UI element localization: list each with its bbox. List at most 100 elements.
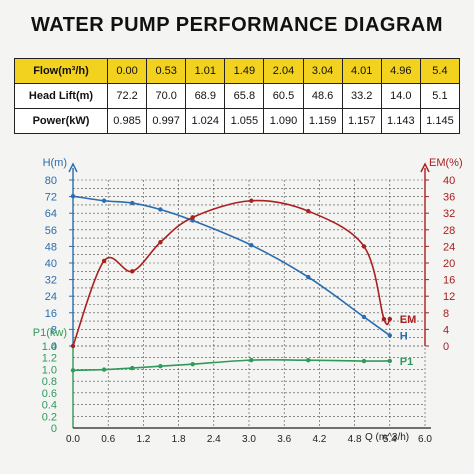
data-point-h	[387, 333, 392, 338]
data-point-p1	[387, 358, 392, 364]
x-tick-label: 4.8	[348, 434, 362, 445]
em-tick-label: 16	[443, 275, 455, 287]
p1-tick-label: 1.2	[42, 353, 57, 365]
power-label: Power(kW)	[14, 108, 108, 134]
data-point-h	[130, 200, 135, 206]
p1-axis-label: P1(kw)	[33, 327, 67, 339]
power-row: Power(kW) 0.985 0.997 1.024 1.055 1.090 …	[14, 108, 461, 134]
data-point-p1	[70, 368, 76, 373]
em-tick-label: 28	[443, 225, 455, 237]
data-point-em	[387, 316, 392, 322]
p1-tick-label: 0.6	[42, 388, 57, 400]
p1-tick-label: 1.0	[42, 364, 57, 376]
data-point-p1	[190, 361, 195, 367]
power-cell: 1.090	[263, 108, 304, 134]
h-tick-label: 48	[45, 241, 57, 253]
p1-tick-label: 0.8	[42, 376, 57, 388]
data-point-p1	[306, 358, 311, 363]
data-point-h	[70, 193, 76, 199]
h-tick-label: 40	[45, 258, 57, 270]
power-cell: 0.997	[146, 108, 187, 134]
em-tick-label: 32	[443, 208, 455, 220]
head-cell: 60.5	[263, 83, 304, 109]
head-cell: 70.0	[146, 83, 187, 109]
h-tick-label: 24	[45, 291, 57, 303]
h-tick-label: 0	[51, 341, 57, 353]
head-cell: 5.1	[419, 83, 461, 109]
data-point-em	[130, 269, 135, 274]
h-axis-arrow	[68, 162, 78, 173]
data-point-h	[101, 198, 107, 203]
head-lift-label: Head Lift(m)	[14, 83, 108, 109]
series-line-p1	[72, 359, 390, 372]
head-lift-row: Head Lift(m) 72.2 70.0 68.9 65.8 60.5 48…	[14, 83, 461, 109]
p1-tick-label: 0.2	[42, 411, 57, 423]
table-header-row: Flow(m³/h) 0.00 0.53 1.01 1.49 2.04 3.04…	[14, 58, 461, 84]
x-tick-label: 3.6	[277, 434, 291, 445]
flow-cell: 0.00	[106, 58, 148, 84]
p1-tick-label: 0.4	[42, 400, 57, 412]
head-cell: 14.0	[380, 83, 421, 109]
em-tick-label: 4	[443, 324, 449, 336]
h-tick-label: 80	[45, 175, 57, 187]
data-point-h	[361, 314, 367, 320]
em-tick-label: 24	[443, 241, 455, 253]
power-cell: 1.159	[302, 108, 343, 134]
data-point-p1	[130, 365, 135, 371]
x-tick-label: 4.2	[312, 434, 326, 445]
h-tick-label: 16	[45, 308, 57, 320]
h-axis-label: H(m)	[43, 157, 67, 169]
h-tick-label: 32	[45, 275, 57, 287]
x-tick-label: 5.4	[383, 434, 397, 445]
x-tick-label: 1.8	[172, 434, 186, 445]
data-point-em	[381, 316, 387, 322]
x-tick-label: 6.0	[418, 434, 432, 445]
data-point-h	[306, 274, 311, 280]
data-point-p1	[361, 358, 367, 364]
data-point-em	[70, 343, 76, 349]
flow-cell: 0.53	[146, 58, 187, 84]
em-axis-arrow	[420, 162, 430, 173]
page-title: WATER PUMP PERFORMANCE DIAGRAM	[30, 14, 444, 36]
em-tick-label: 8	[443, 308, 449, 320]
data-point-p1	[158, 364, 163, 369]
data-point-em	[361, 244, 367, 249]
p1-tick-label: 1.4	[42, 341, 57, 353]
power-cell: 0.985	[106, 108, 148, 134]
series-label-h: H	[400, 330, 408, 342]
flow-cell: 4.96	[380, 58, 421, 84]
em-axis-label: EM(%)	[429, 157, 463, 169]
series-label-em: EM	[400, 314, 417, 326]
data-point-h	[190, 218, 195, 223]
data-point-em	[249, 198, 254, 203]
power-cell: 1.143	[380, 108, 421, 134]
data-point-p1	[249, 357, 254, 363]
p1-tick-label: 0	[51, 423, 57, 435]
data-point-p1	[101, 367, 107, 372]
em-tick-label: 36	[443, 192, 455, 204]
x-axis-label: Q (m^3/h)	[365, 432, 409, 443]
flow-cell: 5.4	[419, 58, 461, 84]
h-tick-label: 56	[45, 225, 57, 237]
power-cell: 1.024	[185, 108, 226, 134]
flow-cell: 1.49	[224, 58, 265, 84]
h-tick-label: 64	[45, 208, 57, 220]
performance-table: Flow(m³/h) 0.00 0.53 1.01 1.49 2.04 3.04…	[14, 58, 461, 134]
x-tick-label: 1.2	[136, 434, 150, 445]
x-tick-label: 3.0	[242, 434, 256, 445]
power-cell: 1.055	[224, 108, 265, 134]
data-point-em	[306, 208, 311, 214]
em-tick-label: 12	[443, 291, 455, 303]
data-point-h	[249, 242, 254, 248]
flow-cell: 3.04	[302, 58, 343, 84]
data-point-em	[101, 258, 107, 264]
series-label-p1: P1	[400, 356, 413, 368]
power-cell: 1.157	[341, 108, 382, 134]
x-tick-label: 0.0	[66, 434, 80, 445]
h-tick-label: 72	[45, 192, 57, 204]
power-cell: 1.145	[419, 108, 461, 134]
x-tick-label: 2.4	[207, 434, 221, 445]
series-line-em	[72, 199, 391, 347]
em-tick-label: 20	[443, 258, 455, 270]
